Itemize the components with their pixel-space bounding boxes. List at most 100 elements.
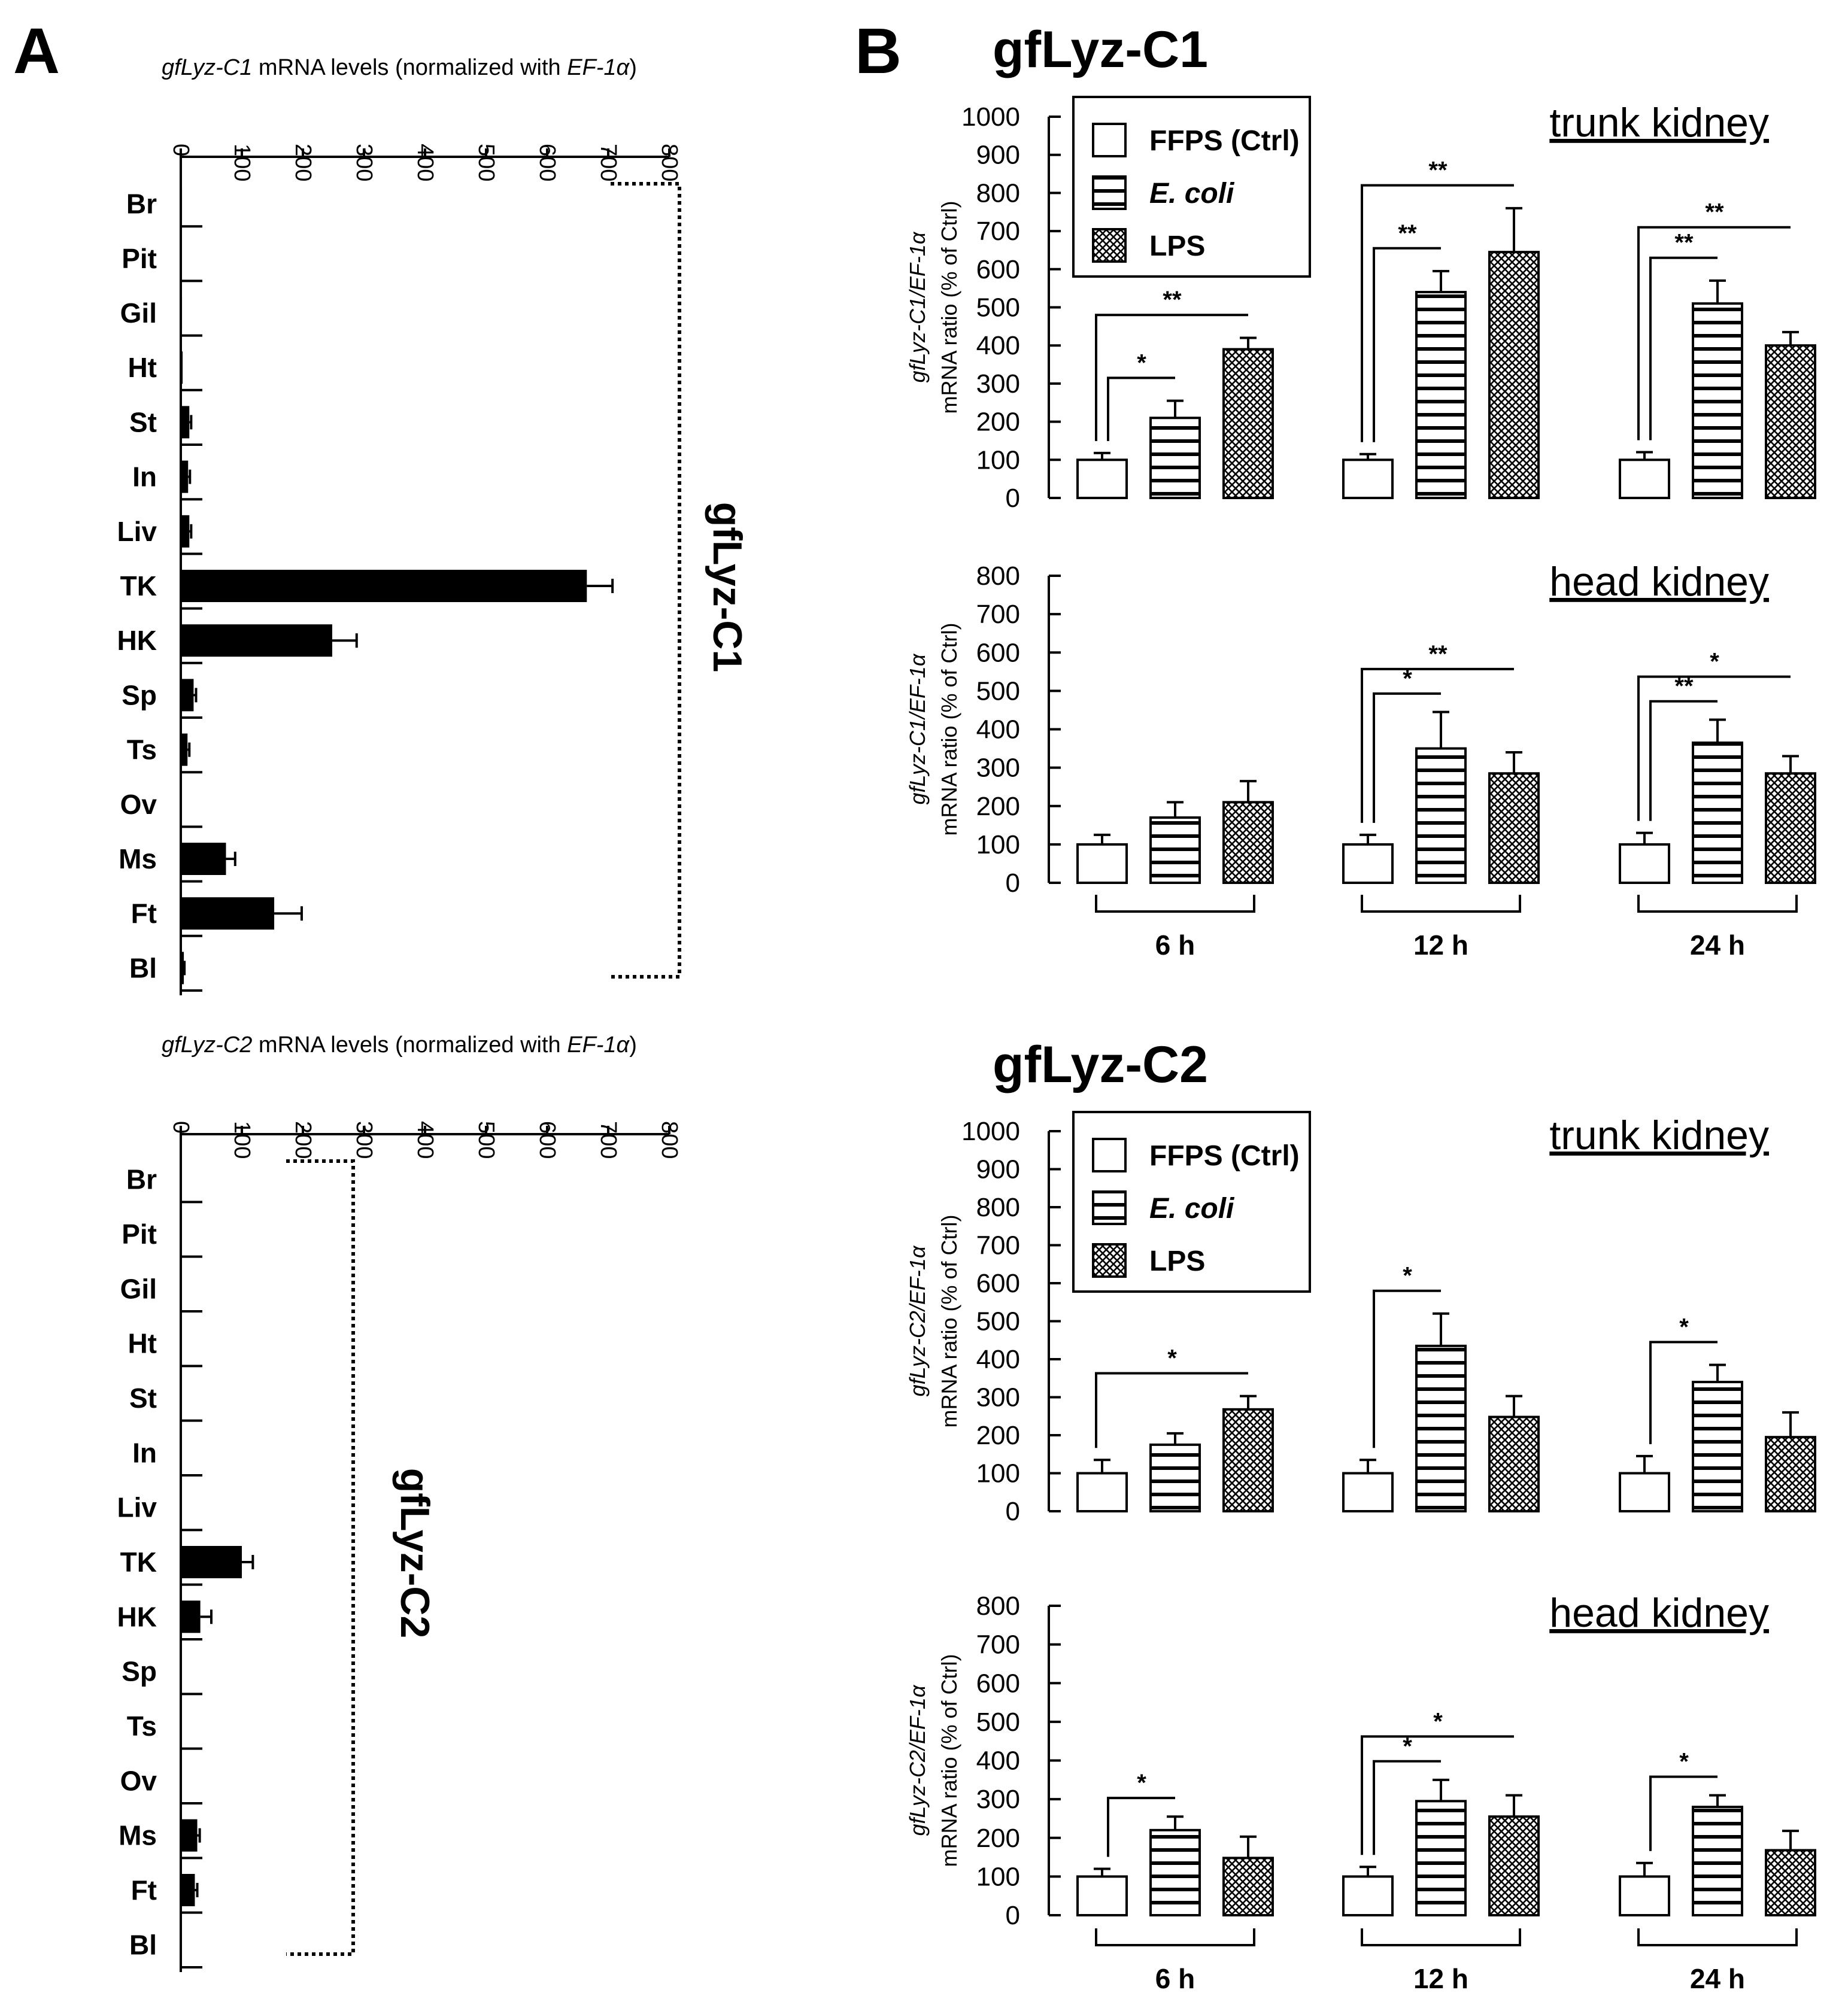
bar bbox=[1222, 801, 1274, 885]
time-label: 24 h bbox=[1690, 1963, 1745, 1994]
bar bbox=[1076, 843, 1128, 884]
bar bbox=[181, 1600, 201, 1633]
category-label: In bbox=[132, 1437, 157, 1468]
category-label: TK bbox=[120, 1547, 157, 1578]
category-label: Bl bbox=[129, 952, 157, 983]
bar bbox=[181, 1874, 195, 1906]
time-bracket bbox=[1361, 895, 1521, 913]
bar bbox=[1076, 1875, 1128, 1916]
legend-label: FFPS (Ctrl) bbox=[1149, 1140, 1300, 1172]
bar bbox=[181, 1710, 182, 1742]
bar bbox=[181, 843, 226, 875]
significance-label: * bbox=[1679, 1314, 1689, 1340]
bar bbox=[181, 570, 587, 602]
legend-label: LPS bbox=[1149, 1245, 1205, 1277]
x-tick-label: 300 bbox=[351, 1121, 377, 1159]
dotted-bracket bbox=[611, 182, 681, 979]
axis-title-text: mRNA levels (normalized with bbox=[252, 1032, 567, 1058]
time-label: 24 h bbox=[1690, 929, 1745, 961]
y-tick-label: 100 bbox=[976, 1459, 1020, 1488]
category-label: Ms bbox=[119, 843, 157, 874]
bar bbox=[1076, 458, 1128, 499]
x-tick-label: 0 bbox=[168, 1121, 193, 1134]
bar bbox=[181, 1764, 182, 1797]
bar bbox=[181, 1272, 182, 1305]
category-label: Bl bbox=[129, 1929, 157, 1960]
axis-title-gene: gfLyz-C1 bbox=[162, 55, 252, 80]
x-tick-label: 0 bbox=[168, 144, 193, 156]
x-tick-label: 400 bbox=[412, 144, 438, 181]
significance-bracket bbox=[1361, 184, 1514, 442]
bar bbox=[181, 1436, 182, 1469]
significance-bracket bbox=[1637, 226, 1791, 440]
bar bbox=[181, 297, 183, 329]
bar bbox=[1342, 1875, 1394, 1916]
significance-bracket bbox=[1637, 675, 1791, 821]
significance-label: ** bbox=[1163, 287, 1182, 313]
y-axis-label-gene: gfLyz-C2/EF-1α bbox=[905, 1245, 930, 1396]
y-tick-label: 500 bbox=[976, 293, 1020, 323]
bar bbox=[181, 351, 183, 384]
bar bbox=[181, 187, 183, 220]
bar bbox=[1488, 772, 1540, 885]
y-tick-label: 200 bbox=[976, 1824, 1020, 1853]
bar bbox=[181, 1382, 182, 1414]
bar bbox=[181, 1928, 182, 1961]
figure-title: gfLyz-C2 bbox=[993, 1036, 1208, 1093]
bar bbox=[181, 788, 182, 821]
legend-label: FFPS (Ctrl) bbox=[1149, 125, 1300, 157]
y-tick-label: 1000 bbox=[961, 1117, 1020, 1146]
time-label: 6 h bbox=[1155, 1963, 1195, 1994]
category-label: Sp bbox=[122, 679, 157, 710]
bar bbox=[1342, 843, 1394, 884]
significance-label: ** bbox=[1705, 199, 1724, 226]
x-tick-label: 800 bbox=[657, 1121, 682, 1159]
x-tick-label: 600 bbox=[535, 1121, 560, 1159]
tissue-title: head kidney bbox=[1549, 1590, 1769, 1636]
bar bbox=[181, 1655, 182, 1688]
panel-b-chart-3: gfLyz-C2 trunk kidney 0 100 200 300 400 500 600 7… bbox=[905, 1036, 1816, 1526]
category-label: Br bbox=[126, 1164, 157, 1195]
category-label: Ov bbox=[120, 1765, 157, 1796]
x-tick-label: 500 bbox=[474, 144, 499, 181]
category-label: HK bbox=[117, 625, 157, 656]
category-label: Ts bbox=[127, 1711, 157, 1742]
y-tick-label: 300 bbox=[976, 1383, 1020, 1412]
bar bbox=[1619, 1875, 1670, 1916]
time-bracket bbox=[1095, 895, 1255, 913]
figure-title: gfLyz-C1 bbox=[993, 21, 1208, 78]
y-tick-label: 500 bbox=[976, 1307, 1020, 1336]
y-tick-label: 800 bbox=[976, 178, 1020, 208]
bar bbox=[1692, 741, 1743, 884]
y-tick-label: 300 bbox=[976, 1785, 1020, 1814]
x-tick-label: 500 bbox=[474, 1121, 499, 1159]
significance-label: * bbox=[1710, 649, 1719, 675]
bar bbox=[1415, 291, 1467, 499]
significance-bracket bbox=[1095, 314, 1248, 441]
bar bbox=[181, 1218, 182, 1250]
bar bbox=[181, 624, 332, 657]
y-axis-label-gene: gfLyz-C1/EF-1α bbox=[905, 231, 930, 382]
significance-bracket bbox=[1373, 1760, 1441, 1855]
category-label: Ft bbox=[131, 1875, 157, 1906]
significance-label: * bbox=[1403, 666, 1412, 692]
x-tick-label: 800 bbox=[657, 144, 682, 181]
y-tick-label: 900 bbox=[976, 1155, 1020, 1184]
bar bbox=[1222, 1408, 1274, 1513]
y-tick-label: 600 bbox=[976, 638, 1020, 667]
category-label: Ts bbox=[127, 734, 157, 765]
x-tick-label: 700 bbox=[596, 144, 621, 181]
x-axis-title: gfLyz-C1 mRNA levels (normalized with EF… bbox=[162, 55, 637, 80]
axis-title-close: ) bbox=[629, 55, 637, 80]
category-label: Ov bbox=[120, 789, 157, 820]
y-axis-label-gene: gfLyz-C1/EF-1α bbox=[905, 653, 930, 804]
significance-bracket bbox=[1649, 1775, 1717, 1851]
category-label: Pit bbox=[122, 243, 157, 274]
x-tick-label: 600 bbox=[535, 144, 560, 181]
time-bracket bbox=[1361, 1928, 1521, 1946]
legend-label: LPS bbox=[1149, 230, 1205, 262]
y-tick-label: 500 bbox=[976, 676, 1020, 706]
significance-bracket bbox=[1649, 1341, 1717, 1444]
